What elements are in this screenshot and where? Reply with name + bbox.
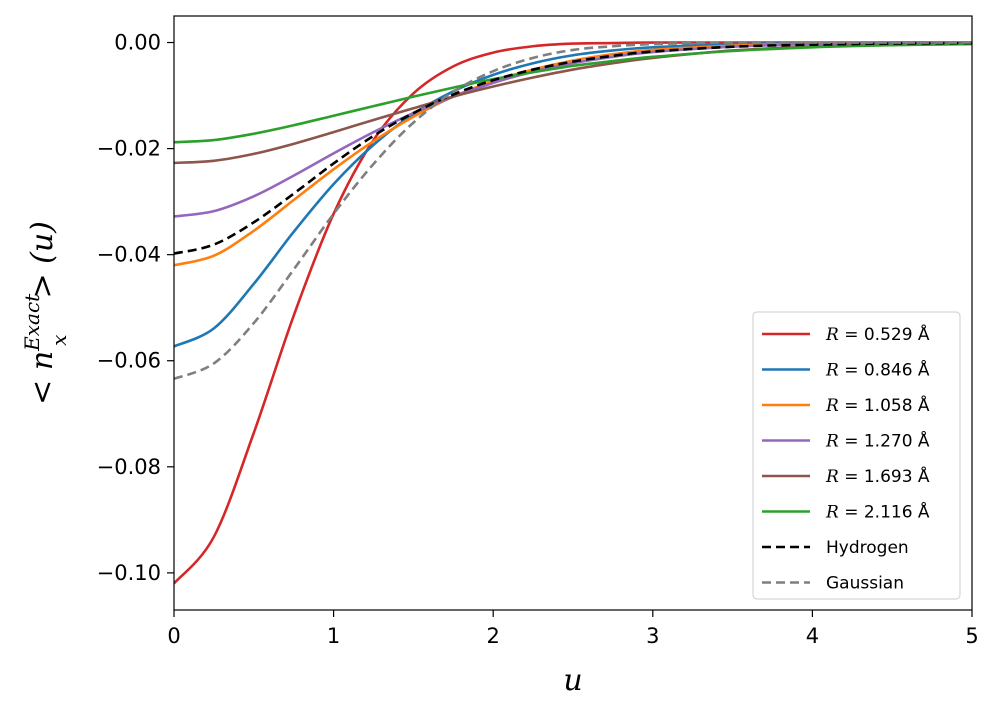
y-axis-label-prefix: < n — [25, 351, 60, 405]
legend-label-hydrogen: Hydrogen — [826, 538, 909, 558]
plot-frame — [173, 15, 973, 611]
series-line-hydrogen — [174, 41, 972, 255]
legend-label-r-1-693: R = 1.693 Å — [825, 465, 930, 487]
y-axis: 0.00 −0.02 −0.04 −0.06 −0.08 −0.10 — [97, 31, 174, 585]
series-layer — [174, 41, 972, 585]
x-tick-label: 1 — [327, 624, 340, 648]
y-tick-label: −0.10 — [97, 561, 161, 585]
x-tick-label: 5 — [965, 624, 978, 648]
x-tick-label: 0 — [167, 624, 180, 648]
series-line-r-2-116 — [174, 42, 972, 144]
legend-label-r-2-116: R = 2.116 Å — [825, 501, 930, 523]
y-tick-label: −0.06 — [97, 349, 161, 373]
y-axis-label-suffix: > (u) — [25, 221, 60, 298]
x-tick-label: 4 — [806, 624, 819, 648]
y-tick-label: −0.04 — [97, 243, 161, 267]
legend-frame — [752, 311, 961, 600]
series-line-gaussian — [174, 41, 972, 380]
legend: R = 0.529 Å R = 0.846 Å R = 1.058 Å R = 1.2… — [752, 311, 961, 600]
y-axis-label-superscript: Exact — [20, 293, 44, 352]
x-tick-label: 3 — [646, 624, 659, 648]
x-axis: 0 1 2 3 4 5 — [167, 610, 979, 648]
legend-label-r-1-270: R = 1.270 Å — [825, 430, 930, 452]
y-axis-label-subscript: x — [47, 335, 71, 346]
legend-label-r-1-058: R = 1.058 Å — [825, 394, 930, 416]
y-tick-label: 0.00 — [114, 31, 161, 55]
legend-label-r-0-846: R = 0.846 Å — [825, 359, 930, 381]
y-tick-label: −0.02 — [97, 137, 161, 161]
y-tick-label: −0.08 — [97, 455, 161, 479]
legend-label-r-0-529: R = 0.529 Å — [825, 323, 930, 345]
x-tick-label: 2 — [487, 624, 500, 648]
series-line-r-0-846 — [174, 41, 972, 348]
x-axis-label: u — [563, 663, 582, 698]
legend-label-gaussian: Gaussian — [826, 574, 904, 594]
y-axis-label: < nExact x > (u) — [20, 221, 71, 405]
